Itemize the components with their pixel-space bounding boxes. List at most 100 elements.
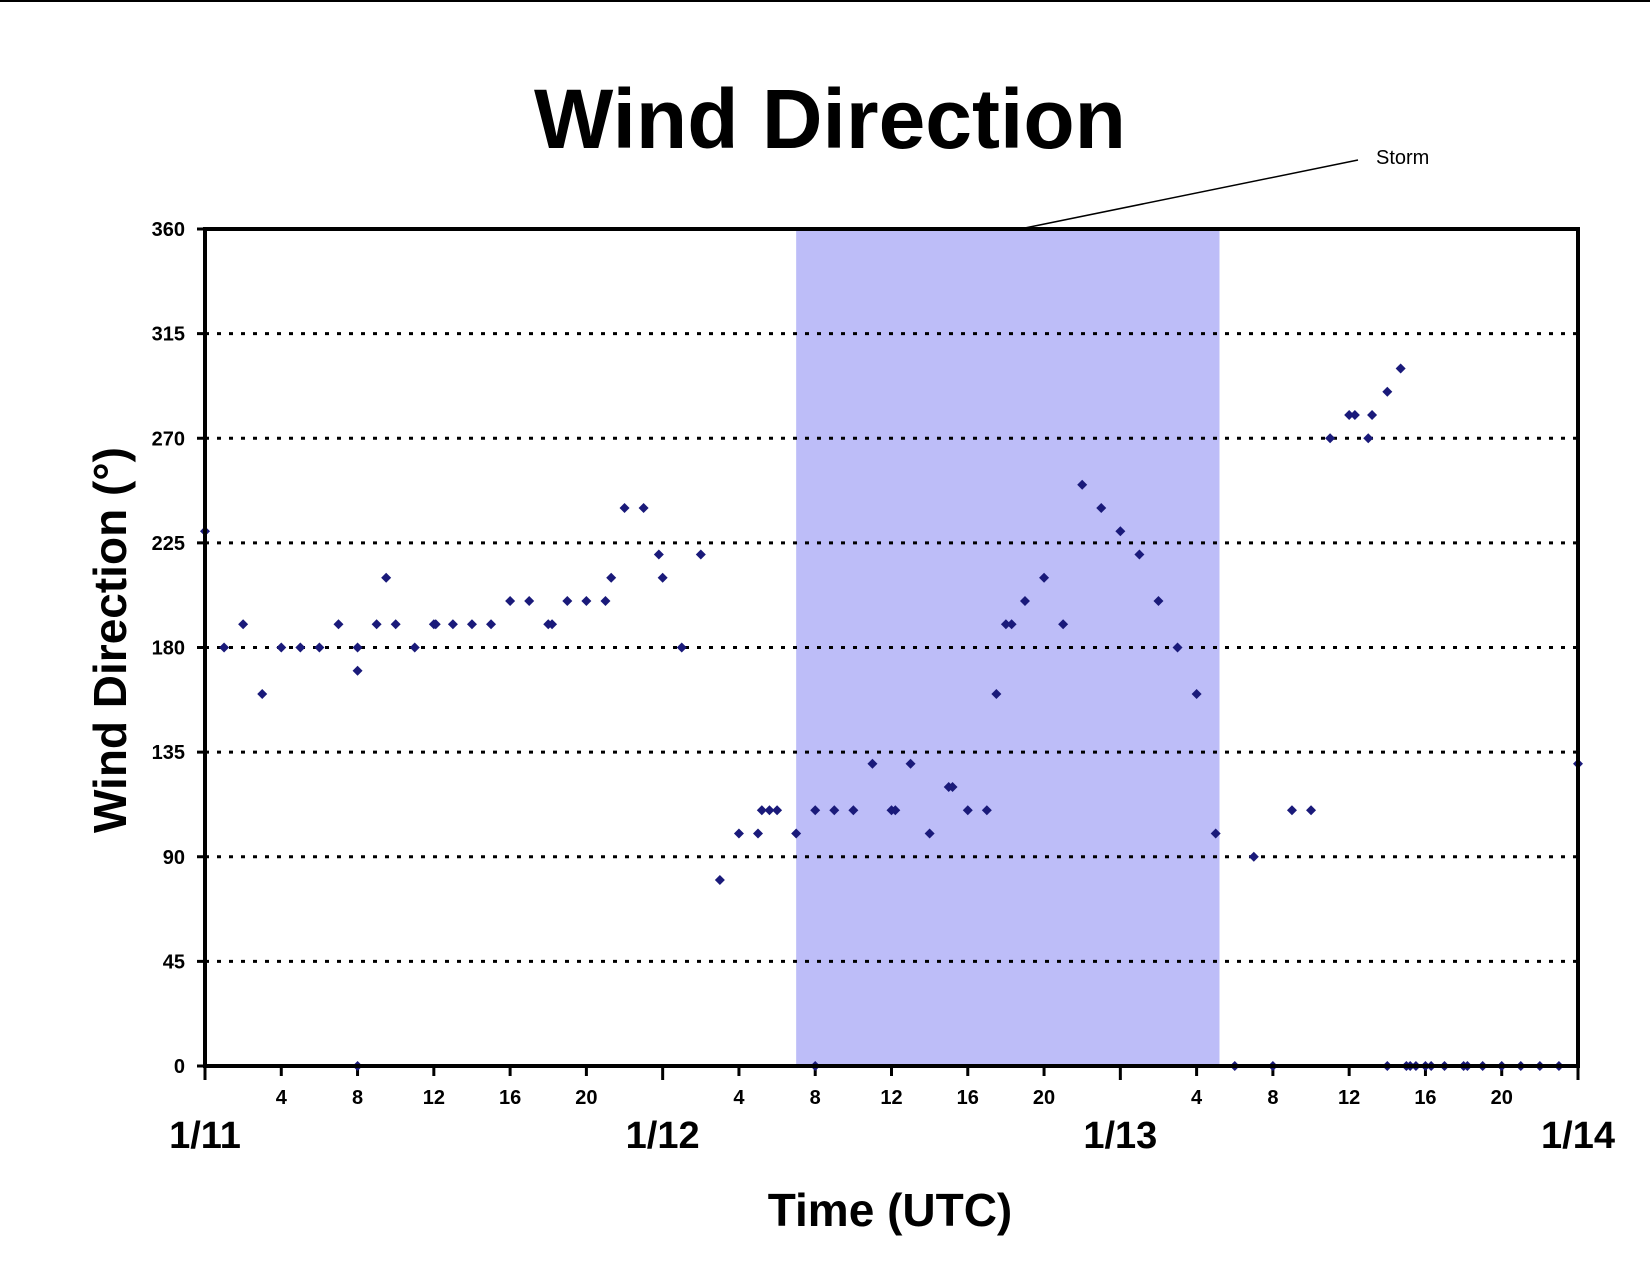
storm-annotation-leader xyxy=(1019,159,1359,230)
data-point xyxy=(1382,386,1393,397)
x-hour-tick-label: 8 xyxy=(1267,1087,1278,1109)
x-hour-tick-label: 8 xyxy=(352,1087,363,1109)
x-hour-tick-label: 16 xyxy=(1414,1087,1436,1109)
data-point xyxy=(695,549,706,560)
data-point xyxy=(1153,596,1164,606)
data-point xyxy=(1344,410,1355,420)
data-point xyxy=(653,549,664,560)
x-hour-tick-label: 20 xyxy=(1033,1087,1055,1109)
y-tick-label: 360 xyxy=(152,219,185,241)
x-hour-tick-label: 20 xyxy=(1491,1087,1513,1109)
chart-title: Wind Direction xyxy=(534,72,1126,166)
data-point xyxy=(447,619,458,630)
y-tick-label: 90 xyxy=(163,847,185,869)
gridlines xyxy=(205,332,1578,963)
x-day-tick-label: 1/12 xyxy=(626,1115,700,1157)
x-axis-ticks: 4 8 12 16 20 4 8 12 16 20 4 8 12 16 20 1/11 1/12 1/13 1/14 xyxy=(169,1066,1615,1157)
data-point xyxy=(1367,410,1378,420)
data-point xyxy=(1096,503,1107,513)
data-point xyxy=(1039,572,1050,583)
data-point xyxy=(829,805,840,816)
data-point xyxy=(314,642,325,653)
data-point xyxy=(371,619,382,630)
y-axis-label: Wind Direction (°) xyxy=(84,447,136,833)
data-point xyxy=(810,805,821,816)
data-point xyxy=(1006,619,1017,630)
data-point xyxy=(1058,619,1069,630)
y-tick-label: 315 xyxy=(152,324,185,346)
data-point xyxy=(756,805,767,816)
x-day-tick-label: 1/13 xyxy=(1083,1115,1157,1157)
y-axis-ticks: 0 45 90 135 180 225 270 315 360 xyxy=(152,219,205,1078)
data-point xyxy=(981,805,992,816)
data-point xyxy=(764,805,775,816)
data-point xyxy=(1349,410,1360,420)
data-point xyxy=(238,619,249,630)
storm-annotation-label: Storm xyxy=(1376,147,1429,169)
y-tick-label: 0 xyxy=(174,1056,185,1078)
data-point xyxy=(657,572,668,583)
data-point xyxy=(600,596,611,606)
data-point xyxy=(1248,851,1259,862)
data-point xyxy=(276,642,287,653)
plot-frame xyxy=(203,227,1580,1068)
x-hour-tick-label: 4 xyxy=(276,1087,288,1109)
data-point xyxy=(257,689,268,699)
x-hour-tick-label: 8 xyxy=(810,1087,821,1109)
data-point xyxy=(1019,596,1030,606)
data-point xyxy=(466,619,477,630)
y-tick-label: 180 xyxy=(152,638,185,660)
x-hour-tick-label: 12 xyxy=(880,1087,902,1109)
y-tick-label: 270 xyxy=(152,428,185,450)
data-point xyxy=(352,642,363,653)
data-point xyxy=(924,828,935,839)
data-point xyxy=(1191,689,1202,699)
data-point xyxy=(791,828,802,839)
x-hour-tick-label: 16 xyxy=(499,1087,521,1109)
data-point xyxy=(1210,828,1221,839)
data-point xyxy=(352,665,363,676)
data-point xyxy=(905,758,916,769)
x-axis-label: Time (UTC) xyxy=(768,1184,1013,1236)
data-point xyxy=(733,828,744,839)
y-tick-label: 225 xyxy=(152,533,185,555)
data-point xyxy=(619,503,630,513)
data-point xyxy=(524,596,535,606)
data-point xyxy=(390,619,401,630)
data-point xyxy=(1115,526,1126,537)
data-point xyxy=(962,805,973,816)
data-point xyxy=(848,805,859,816)
data-point xyxy=(753,828,764,839)
data-point xyxy=(1172,642,1183,653)
data-point xyxy=(991,689,1002,699)
data-point xyxy=(381,572,392,583)
data-point xyxy=(947,782,958,792)
data-point xyxy=(1000,619,1011,630)
data-point xyxy=(1395,363,1406,374)
data-point xyxy=(638,503,649,513)
x-hour-tick-label: 20 xyxy=(575,1087,597,1109)
data-point xyxy=(1286,805,1297,816)
x-hour-tick-label: 16 xyxy=(957,1087,979,1109)
data-point xyxy=(867,758,878,769)
data-point xyxy=(581,596,592,606)
data-point xyxy=(333,619,344,630)
y-tick-label: 45 xyxy=(163,951,185,973)
data-point xyxy=(714,875,725,885)
data-point xyxy=(430,619,441,630)
x-hour-tick-label: 12 xyxy=(1338,1087,1360,1109)
data-point xyxy=(295,642,306,653)
data-point xyxy=(562,596,573,606)
x-hour-tick-label: 12 xyxy=(423,1087,445,1109)
data-point xyxy=(890,805,901,816)
x-day-tick-label: 1/11 xyxy=(169,1115,241,1157)
top-border-line xyxy=(0,0,1650,2)
data-point xyxy=(676,642,687,653)
data-point xyxy=(486,619,497,630)
data-point xyxy=(409,642,420,653)
data-point xyxy=(505,596,516,606)
data-point xyxy=(1306,805,1317,816)
data-point xyxy=(1363,433,1374,444)
y-tick-label: 135 xyxy=(152,742,185,764)
data-point xyxy=(606,572,617,583)
